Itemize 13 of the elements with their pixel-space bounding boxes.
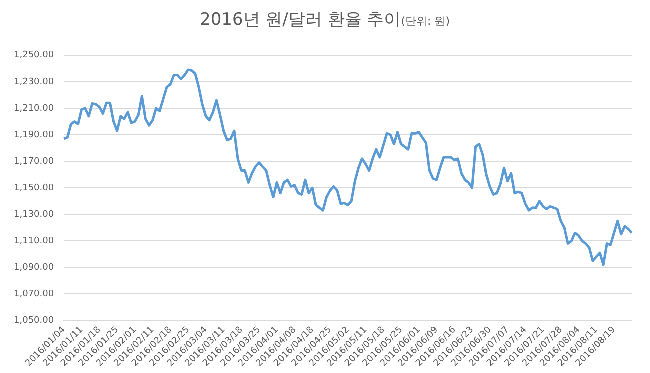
chart-subtitle: (단위: 원) [401, 15, 450, 28]
y-tick-label: 1,170.00 [14, 156, 54, 167]
y-tick-label: 1,110.00 [14, 236, 54, 246]
y-tick-label: 1,130.00 [14, 210, 54, 220]
y-tick-label: 1,210.00 [14, 104, 54, 114]
y-tick-label: 1,050.00 [14, 316, 54, 326]
y-tick-label: 1,230.00 [14, 77, 54, 88]
y-tick-label: 1,250.00 [14, 50, 54, 61]
y-tick-label: 1,070.00 [14, 290, 54, 300]
y-tick-label: 1,150.00 [14, 183, 54, 194]
y-tick-label: 1,090.00 [14, 262, 54, 273]
chart-title: 2016년 원/달러 환율 추이 [200, 10, 402, 30]
y-tick-label: 1,190.00 [14, 130, 54, 140]
